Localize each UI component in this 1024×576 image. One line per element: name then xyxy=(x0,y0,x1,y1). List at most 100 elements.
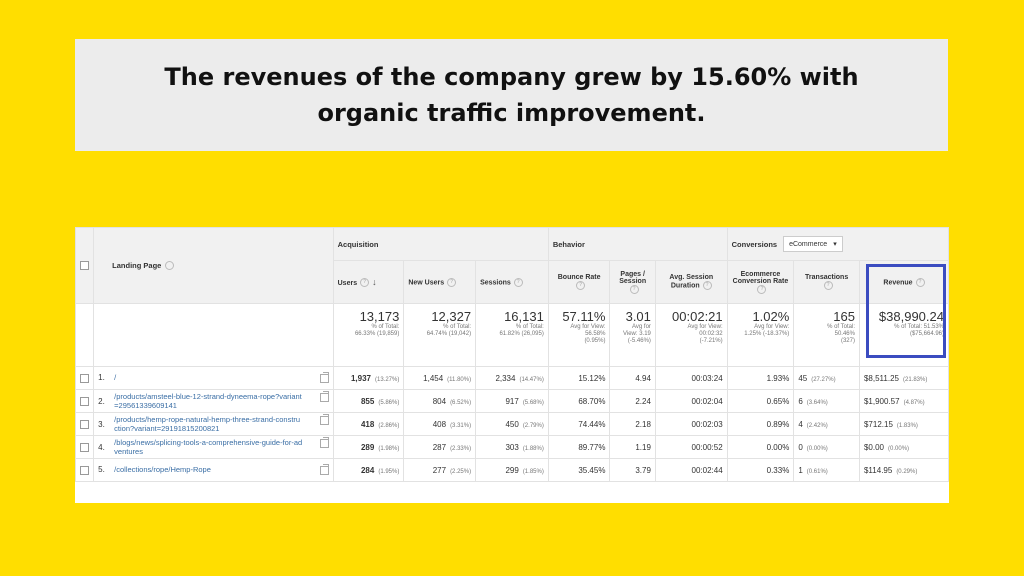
total-sub: (-5.46%) xyxy=(627,338,651,344)
total-sub: % of Total: 51.53% xyxy=(894,324,944,330)
ecom-rate-cell: 0.00% xyxy=(726,435,795,459)
col-transactions[interactable]: Transactions? xyxy=(793,260,860,304)
landing-page-link[interactable]: /products/hemp-rope-natural-hemp-three-s… xyxy=(114,415,301,433)
row-checkbox[interactable] xyxy=(80,419,90,429)
pages-session-value: 2.18 xyxy=(635,419,651,429)
total-avg-session: 00:02:21 Avg for View: 00:02:32 (-7.21%) xyxy=(654,303,728,367)
help-icon[interactable] xyxy=(165,261,175,271)
open-link-icon[interactable] xyxy=(319,372,329,383)
ecom-rate-cell: 0.89% xyxy=(726,412,795,436)
transactions-cell: 4 (2.42%) xyxy=(793,412,860,436)
landing-page-header-label: Landing Page xyxy=(112,260,162,270)
pages-session-cell: 3.79 xyxy=(609,458,656,482)
totals-row: 13,173% of Total: 66.33% (19,859) 12,327%… xyxy=(74,303,950,367)
help-icon[interactable]: ? xyxy=(757,284,767,294)
bounce-rate-value: 35.45% xyxy=(578,465,606,475)
users-pct: (1.95%) xyxy=(378,468,400,475)
col-new-users-label: New Users xyxy=(408,278,445,286)
landing-page-header[interactable]: Landing Page xyxy=(93,227,334,304)
col-users[interactable]: Users? ↓ xyxy=(332,260,405,304)
col-ecom-rate[interactable]: Ecommerce Conversion Rate? xyxy=(726,260,795,304)
help-icon[interactable]: ? xyxy=(915,277,925,287)
col-pages-session[interactable]: Pages / Session? xyxy=(609,260,656,304)
revenue-cell: $8,511.25 (21.83%) xyxy=(858,366,950,390)
revenue-value: $114.95 xyxy=(863,465,893,475)
open-link-icon[interactable] xyxy=(319,437,329,448)
avg-session-value: 00:02:03 xyxy=(691,419,723,429)
col-new-users[interactable]: New Users? xyxy=(403,260,477,304)
total-ecom-rate-value: 1.02% xyxy=(752,309,790,324)
landing-page-link[interactable]: /products/amsteel-blue-12-strand-dyneema… xyxy=(114,392,302,410)
sort-desc-icon[interactable]: ↓ xyxy=(372,276,377,287)
users-pct: (5.86%) xyxy=(378,399,400,406)
help-icon[interactable]: ? xyxy=(702,281,712,290)
open-link-icon[interactable] xyxy=(319,464,329,475)
total-new-users: 12,327% of Total: 64.74% (19,042) xyxy=(403,303,477,367)
bounce-rate-value: 15.12% xyxy=(578,373,606,383)
col-bounce-rate-label: Bounce Rate xyxy=(557,274,601,281)
help-icon[interactable]: ? xyxy=(360,278,370,288)
total-sub: 66.33% (19,859) xyxy=(354,331,400,337)
landing-page-table: Landing Page Acquisition Behavior Conver… xyxy=(74,227,950,482)
group-acquisition-label: Acquisition xyxy=(337,239,379,249)
new-users-cell: 287 (2.33%) xyxy=(403,435,477,459)
pages-session-value: 3.79 xyxy=(635,465,651,475)
total-ecom-rate: 1.02% Avg for View: 1.25% (-18.37%) xyxy=(726,303,795,367)
new-users-cell: 277 (2.25%) xyxy=(403,458,477,482)
total-sub: (0.95%) xyxy=(584,338,606,344)
transactions-value: 45 xyxy=(798,373,808,383)
open-link-icon[interactable] xyxy=(319,414,329,425)
col-revenue[interactable]: Revenue? xyxy=(858,260,950,304)
help-icon[interactable]: ? xyxy=(447,277,457,287)
sessions-cell: 299 (1.85%) xyxy=(475,458,549,482)
landing-page-link[interactable]: /blogs/news/splicing-tools-a-comprehensi… xyxy=(114,438,303,456)
new-users-cell: 804 (6.52%) xyxy=(403,389,477,413)
landing-page-link[interactable]: /collections/rope/Hemp-Rope xyxy=(114,465,211,475)
row-checkbox-cell xyxy=(74,458,95,482)
help-icon[interactable]: ? xyxy=(576,281,586,290)
row-checkbox[interactable] xyxy=(80,373,90,383)
users-pct: (1.98%) xyxy=(378,445,400,452)
col-sessions[interactable]: Sessions? xyxy=(475,260,549,304)
row-checkbox[interactable] xyxy=(80,396,90,406)
col-avg-session[interactable]: Avg. Session Duration? xyxy=(654,260,728,304)
group-behavior: Behavior xyxy=(547,227,728,261)
revenue-pct: (1.83%) xyxy=(896,422,918,429)
col-bounce-rate[interactable]: Bounce Rate? xyxy=(547,260,611,304)
conversions-select[interactable]: eCommerce ▾ xyxy=(783,236,843,252)
total-transactions: 165% of Total: 50.46% (327) xyxy=(793,303,860,367)
bounce-rate-cell: 35.45% xyxy=(547,458,611,482)
headline-text: The revenues of the company grew by 15.6… xyxy=(164,63,859,127)
users-cell: 855 (5.86%) xyxy=(332,389,405,413)
row-checkbox[interactable] xyxy=(80,465,90,475)
users-pct: (2.86%) xyxy=(378,422,400,429)
ecom-rate-cell: 1.93% xyxy=(726,366,795,390)
landing-page-link[interactable]: / xyxy=(114,373,117,383)
help-icon[interactable]: ? xyxy=(513,277,523,287)
open-link-icon[interactable] xyxy=(319,391,329,402)
table-row: 3. /products/hemp-rope-natural-hemp-three… xyxy=(74,412,950,436)
sessions-value: 2,334 xyxy=(495,373,516,383)
revenue-pct: (4.87%) xyxy=(903,399,925,406)
new-users-cell: 1,454 (11.80%) xyxy=(403,366,477,390)
totals-spacer xyxy=(74,303,95,367)
ecom-rate-value: 1.93% xyxy=(766,373,790,383)
row-index: 3. xyxy=(98,419,105,429)
users-cell: 289 (1.98%) xyxy=(332,435,405,459)
dropdown-arrow-icon: ▾ xyxy=(833,241,837,248)
revenue-value: $1,900.57 xyxy=(863,396,900,406)
row-checkbox[interactable] xyxy=(80,442,90,452)
select-all-checkbox[interactable] xyxy=(80,261,90,271)
avg-session-cell: 00:03:24 xyxy=(654,366,728,390)
revenue-pct: (0.29%) xyxy=(896,468,918,475)
users-pct: (13.27%) xyxy=(374,376,400,383)
col-ecom-rate-label: Ecommerce Conversion Rate xyxy=(732,270,789,285)
total-sub: (327) xyxy=(840,338,855,344)
help-icon[interactable]: ? xyxy=(823,281,833,290)
col-transactions-label: Transactions xyxy=(805,274,849,281)
table-body: 1./1,937 (13.27%) 1,454 (11.80%) 2,334 (14.47… xyxy=(74,366,950,482)
revenue-value: $8,511.25 xyxy=(863,373,899,383)
table-row: 5./collections/rope/Hemp-Rope 284 (1.95%) 2… xyxy=(74,458,950,482)
conversions-select-value: eCommerce xyxy=(789,240,828,248)
help-icon[interactable]: ? xyxy=(629,284,639,294)
